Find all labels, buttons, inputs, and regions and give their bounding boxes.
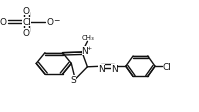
- Text: N: N: [98, 65, 105, 74]
- Text: S: S: [70, 75, 76, 84]
- Text: +: +: [86, 46, 91, 51]
- Text: Cl: Cl: [22, 18, 31, 27]
- Text: O: O: [23, 7, 30, 16]
- Text: −: −: [53, 16, 59, 25]
- Text: N: N: [111, 65, 117, 74]
- Text: O: O: [23, 29, 30, 38]
- Text: Cl: Cl: [163, 62, 172, 71]
- Text: N: N: [82, 46, 88, 55]
- Text: O: O: [0, 18, 7, 27]
- Text: CH₃: CH₃: [82, 35, 95, 41]
- Text: O: O: [46, 18, 53, 27]
